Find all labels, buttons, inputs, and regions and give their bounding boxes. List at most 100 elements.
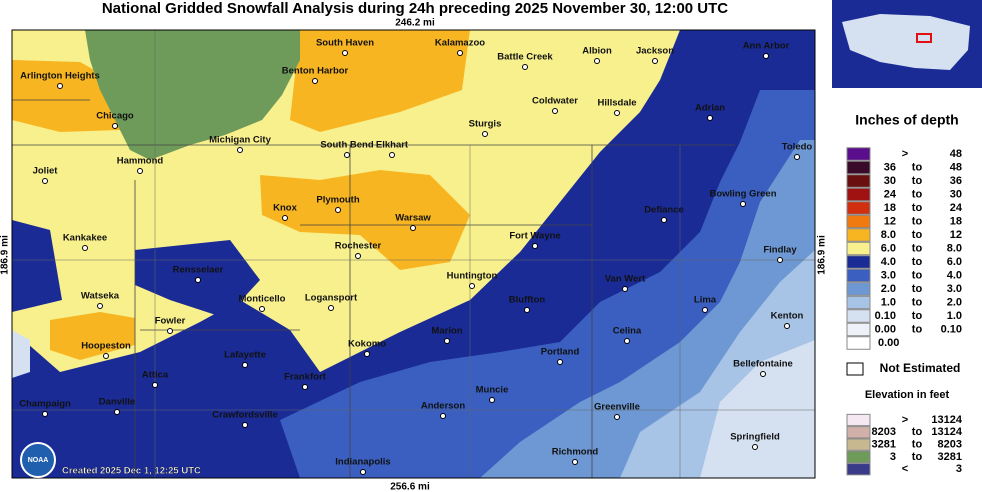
city-label: Richmond xyxy=(552,447,599,458)
city-label: Kokomo xyxy=(348,339,386,350)
city-label: Logansport xyxy=(305,293,358,304)
city-label: Fowler xyxy=(155,316,186,327)
city-marker xyxy=(242,362,248,368)
city-label: Toledo xyxy=(782,142,813,153)
legend-label: 24 xyxy=(884,188,897,200)
city-label: Attica xyxy=(142,370,169,381)
legend-label: to xyxy=(912,439,923,451)
inset-land xyxy=(842,14,970,70)
legend-label: 18 xyxy=(884,202,896,214)
city-label: Lafayette xyxy=(224,350,266,361)
city-marker xyxy=(360,469,366,475)
city-label: Warsaw xyxy=(395,213,431,224)
legend-label: to xyxy=(912,256,923,268)
snow-band xyxy=(12,330,30,378)
city-label: South Bend xyxy=(320,140,373,151)
city-label: Huntington xyxy=(447,271,498,282)
city-label: Rensselaer xyxy=(173,265,224,276)
city-marker xyxy=(752,444,758,450)
city-marker xyxy=(652,58,658,64)
scale-bottom: 256.6 mi xyxy=(390,482,430,492)
legend-label: 4.0 xyxy=(881,256,896,268)
city-marker xyxy=(522,64,528,70)
scale-right: 186.9 mi xyxy=(817,235,828,275)
city-marker xyxy=(312,78,318,84)
city-marker xyxy=(42,411,48,417)
legend-label: 3.0 xyxy=(947,283,962,295)
city-marker xyxy=(784,323,790,329)
legend-swatch xyxy=(846,174,871,188)
city-marker xyxy=(344,152,350,158)
city-marker xyxy=(364,351,370,357)
city-marker xyxy=(489,397,495,403)
city-marker xyxy=(469,283,475,289)
city-label: Kalamazoo xyxy=(435,38,485,49)
legend-label: 30 xyxy=(884,175,896,187)
legend-label: 3 xyxy=(890,451,896,463)
city-marker xyxy=(794,154,800,160)
county-lines xyxy=(12,99,735,478)
legend-label: 8.0 xyxy=(881,229,896,241)
city-marker xyxy=(103,353,109,359)
city-marker xyxy=(760,371,766,377)
city-label: Frankfort xyxy=(284,372,327,383)
city-marker xyxy=(82,245,88,251)
legend-swatch xyxy=(846,463,871,476)
legend-swatch xyxy=(846,450,871,464)
legend-swatch xyxy=(846,336,871,350)
city-label: Hoopeston xyxy=(81,341,131,352)
legend-label: to xyxy=(912,229,923,241)
legend-label: 3 xyxy=(956,463,962,475)
city-label: Bluffton xyxy=(509,295,546,306)
city-marker xyxy=(624,338,630,344)
city-marker xyxy=(532,243,538,249)
city-label: South Haven xyxy=(316,38,374,49)
city-marker xyxy=(524,307,530,313)
city-marker xyxy=(137,168,143,174)
city-marker xyxy=(552,108,558,114)
legend: >48 36 to 48 30 to 36 24 to 30 18 to 24 12 to 18 8.0 to 12… xyxy=(846,147,963,350)
legend-label: 3281 xyxy=(872,439,896,451)
legend-label: to xyxy=(912,161,923,173)
city-label: Crawfordsville xyxy=(212,410,277,421)
legend-label: to xyxy=(912,215,923,227)
city-marker xyxy=(440,413,446,419)
not-estimated: Not Estimated xyxy=(880,361,961,375)
city-label: Anderson xyxy=(421,401,466,412)
legend-label: 6.0 xyxy=(881,242,896,254)
legend-label: to xyxy=(912,175,923,187)
legend-label: 6.0 xyxy=(947,256,962,268)
legend-swatch xyxy=(846,228,871,242)
scale-left: 186.9 mi xyxy=(0,235,11,275)
county-lines xyxy=(12,30,815,478)
city-marker xyxy=(444,338,450,344)
city-label: Elkhart xyxy=(376,140,409,151)
city-label: Hillsdale xyxy=(597,98,636,109)
city-marker xyxy=(195,277,201,283)
city-marker xyxy=(740,201,746,207)
snow-band xyxy=(700,340,815,478)
city-label: Monticello xyxy=(239,294,286,305)
legend-label: 2.0 xyxy=(947,296,962,308)
logo-text: NOAA xyxy=(28,457,49,464)
city-label: Danville xyxy=(99,397,135,408)
legend-swatch xyxy=(846,295,871,310)
city-marker xyxy=(389,152,395,158)
city-marker xyxy=(614,110,620,116)
snow-map xyxy=(12,30,815,478)
city-marker xyxy=(707,115,713,121)
legend-label: to xyxy=(912,310,923,322)
city-marker xyxy=(42,178,48,184)
legend-label: 8.0 xyxy=(947,242,962,254)
legend-swatch xyxy=(846,241,871,256)
city-marker xyxy=(410,225,416,231)
credit: Created 2025 Dec 1, 12:25 UTC xyxy=(62,466,201,477)
legend-label: < xyxy=(902,463,908,475)
city-marker xyxy=(482,131,488,137)
snow-band xyxy=(260,170,470,270)
city-marker xyxy=(335,207,341,213)
city-marker xyxy=(97,303,103,309)
city-marker xyxy=(702,307,708,313)
